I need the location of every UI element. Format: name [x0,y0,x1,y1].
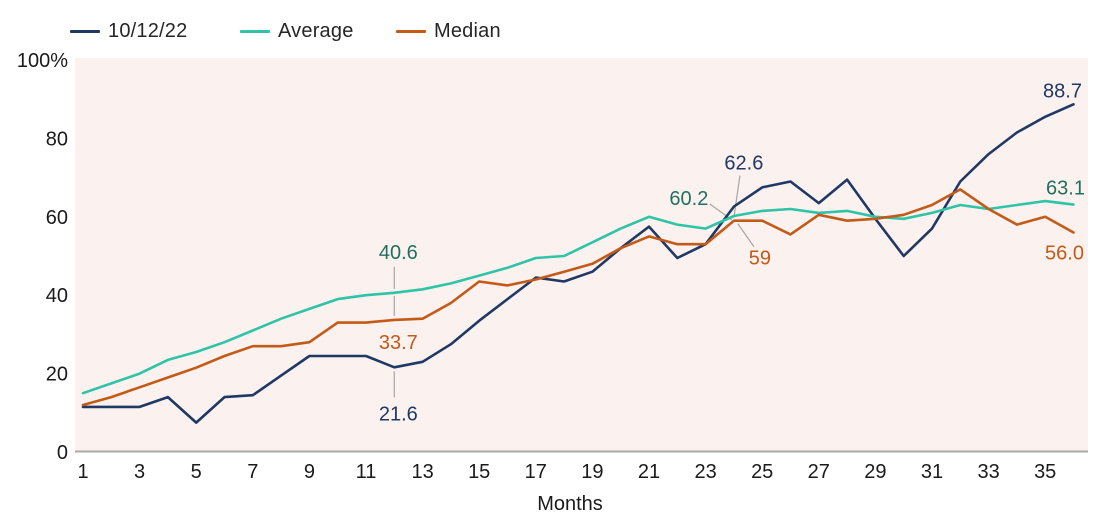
annotation-median-m24: 59 [749,248,771,270]
legend-label-average: Average [278,19,354,42]
series-line-median [81,188,1075,407]
y-tick-label-60: 60 [46,207,68,229]
chart-legend: 10/12/22 Average Median [0,0,1102,44]
x-tick-label-21: 21 [638,461,660,483]
legend-item-median: Median [396,20,501,42]
x-tick-label-1: 1 [77,461,88,483]
x-tick-label-13: 13 [411,461,433,483]
annotation-median-m12: 33.7 [379,332,418,354]
annotation-average-m12: 40.6 [379,242,418,264]
x-tick-label-29: 29 [864,461,886,483]
annotation-10-12-22-m12: 21.6 [379,403,418,425]
annotation-average-m36: 63.1 [1046,178,1085,200]
annotation-median-m36: 56.0 [1045,242,1084,264]
legend-item-10-12-22: 10/12/22 [70,20,187,42]
x-tick-label-3: 3 [134,461,145,483]
legend-swatch-median-icon [396,29,426,33]
y-tick-label-20: 20 [46,364,68,386]
x-tick-label-17: 17 [525,461,547,483]
legend-swatch-average-icon [240,29,270,33]
x-tick-label-25: 25 [751,461,773,483]
x-tick-label-9: 9 [304,461,315,483]
legend-label-10-12-22: 10/12/22 [108,19,188,42]
y-tick-label-40: 40 [46,285,68,307]
series-line-average [81,199,1075,395]
y-tick-label-0: 0 [57,442,68,464]
y-tick-label-80: 80 [46,128,68,150]
legend-label-median: Median [434,19,501,42]
x-axis-title: Months [537,493,603,515]
x-tick-label-35: 35 [1034,461,1056,483]
x-tick-label-23: 23 [694,461,716,483]
x-tick-label-11: 11 [356,461,377,483]
x-tick-label-15: 15 [468,461,490,483]
x-tick-label-27: 27 [808,461,830,483]
plot-area [75,58,1088,452]
legend-item-average: Average [240,20,354,42]
annotation-10-12-22-m36: 88.7 [1043,80,1082,102]
x-tick-label-31: 31 [921,461,943,483]
x-tick-label-19: 19 [581,461,603,483]
x-tick-label-33: 33 [977,461,999,483]
series-line-10-12-22 [81,103,1075,424]
annotation-average-m24: 60.2 [669,188,708,210]
annotation-10-12-22-m24: 62.6 [724,153,763,175]
x-tick-label-5: 5 [191,461,202,483]
callout-line-median-m24 [737,223,755,248]
legend-swatch-10-12-22-icon [70,29,100,33]
y-tick-label-100: 100% [17,50,68,72]
x-tick-label-7: 7 [247,461,258,483]
callout-line-10-12-22-m24 [733,175,741,218]
